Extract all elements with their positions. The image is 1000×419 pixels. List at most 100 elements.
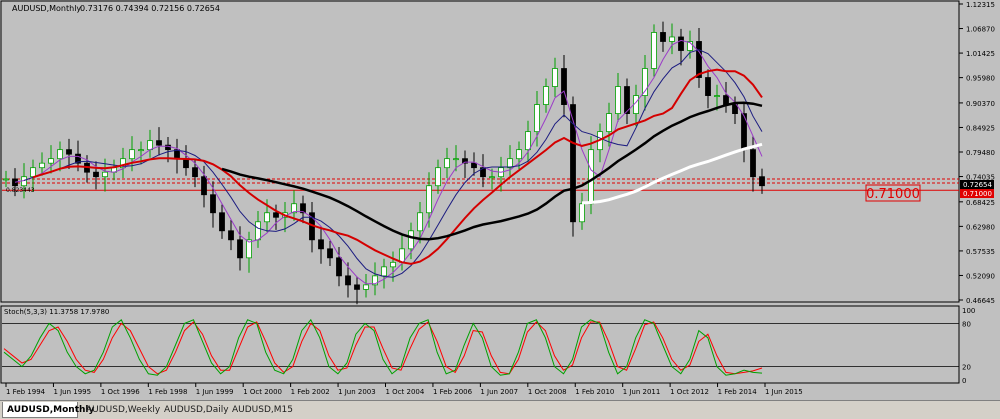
candle-body — [372, 275, 378, 286]
time-tick-label: 1 Feb 2010 — [575, 388, 614, 396]
candle-body — [201, 176, 207, 196]
time-tick-label: 1 Oct 2004 — [386, 388, 425, 396]
candle-body — [264, 212, 270, 223]
candle-body — [417, 212, 423, 232]
price-tick-label: 0.68425 — [966, 199, 995, 207]
chart-tab-bar: AUDUSD,Monthly AUDUSD,Weekly AUDUSD,Dail… — [0, 400, 1000, 419]
candle-body — [57, 149, 63, 160]
candle-body — [48, 158, 54, 164]
candle-body — [399, 248, 405, 263]
time-axis: 1 Feb 1994 1 Jun 1995 1 Oct 1996 1 Feb 1998… — [5, 383, 803, 396]
chart-canvas[interactable]: 1.12315 1.06870 1.01425 0.95980 0.90370 0.849… — [0, 0, 1000, 400]
candle-body — [687, 41, 693, 51]
candle-body — [714, 95, 720, 97]
stochastic-lines — [2, 318, 959, 376]
candle-body — [138, 149, 144, 152]
candle-body — [624, 86, 630, 114]
stochastic-tick-label: 80 — [962, 320, 971, 328]
time-tick-label: 1 Oct 2000 — [243, 388, 282, 396]
candle-body — [471, 162, 477, 169]
candle-body — [489, 176, 495, 179]
horizontal-levels — [2, 178, 959, 191]
candles — [3, 21, 765, 305]
time-tick-label: 1 Jun 2003 — [338, 388, 376, 396]
candle-body — [30, 167, 36, 178]
time-tick-label: 1 Feb 2002 — [291, 388, 330, 396]
current-price-tag — [960, 180, 994, 189]
candle-body — [291, 203, 297, 214]
candle-body — [534, 104, 540, 133]
candle-body — [480, 167, 486, 178]
candle-body — [552, 68, 558, 87]
candle-body — [426, 185, 432, 214]
time-tick-label: 1 Oct 1996 — [101, 388, 140, 396]
price-tick-label: 0.52090 — [966, 272, 995, 280]
candle-body — [660, 32, 666, 42]
ma-white-line — [581, 142, 763, 205]
time-tick-label: 1 Oct 2012 — [670, 388, 709, 396]
price-tick-label: 0.84925 — [966, 124, 995, 132]
candle-body — [669, 36, 675, 42]
candle-body — [606, 113, 612, 133]
candle-body — [579, 203, 585, 223]
candle-body — [318, 239, 324, 250]
candle-body — [210, 194, 216, 214]
price-box — [865, 184, 921, 202]
candle-body — [273, 212, 279, 218]
tab-audusd-monthly[interactable]: AUDUSD,Monthly — [2, 402, 94, 418]
candle-body — [615, 86, 621, 114]
price-tick-label: 1.06870 — [966, 26, 995, 34]
candle-body — [435, 167, 441, 187]
candle-body — [462, 158, 468, 164]
candle-body — [363, 284, 369, 290]
candle-body — [642, 68, 648, 96]
price-tick-label: 0.74035 — [966, 174, 995, 182]
candle-body — [12, 178, 18, 187]
candle-body — [732, 104, 738, 114]
candle-body — [246, 239, 252, 259]
stochastic-title: Stoch(5,3,3) 11.3758 17.9780 — [4, 308, 109, 316]
candle-body — [228, 230, 234, 241]
tab-audusd-weekly[interactable]: AUDUSD,Weekly — [86, 405, 161, 415]
price-tick-label: 0.62980 — [966, 223, 995, 231]
stochastic-tick-label: 100 — [962, 307, 975, 315]
candle-body — [723, 95, 729, 105]
left-price-label: 0.823443 — [6, 187, 35, 194]
candle-body — [759, 176, 765, 187]
candle-body — [120, 158, 126, 169]
candle-body — [255, 221, 261, 241]
price-panel-frame — [0, 0, 960, 303]
price-axis: 1.12315 1.06870 1.01425 0.95980 0.90370 0.849… — [959, 1, 995, 305]
candle-body — [525, 131, 531, 151]
time-tick-label: 1 Feb 1994 — [6, 388, 46, 396]
price-tick-label: 0.90370 — [966, 100, 995, 108]
time-tick-label: 1 Jun 1995 — [53, 388, 91, 396]
candle-body — [354, 284, 360, 290]
moving-averages — [14, 39, 763, 285]
candle-body — [408, 230, 414, 250]
level-price-tag — [960, 189, 994, 198]
stochastic-signal-line — [3, 321, 763, 375]
time-tick-label: 1 Feb 1998 — [148, 388, 187, 396]
stochastic-axis: 100 80 20 0 — [962, 307, 975, 385]
candle-body — [570, 104, 576, 223]
candle-body — [705, 77, 711, 96]
candle-body — [129, 149, 135, 160]
tab-audusd-daily[interactable]: AUDUSD,Daily — [164, 405, 229, 415]
time-tick-label: 1 Feb 2014 — [718, 388, 758, 396]
tab-audusd-m15[interactable]: AUDUSD,M15 — [232, 405, 293, 415]
stochastic-tick-label: 0 — [962, 377, 966, 385]
stochastic-tick-label: 20 — [962, 364, 971, 372]
candle-body — [3, 178, 9, 181]
candle-body — [336, 257, 342, 277]
candle-body — [147, 140, 153, 151]
stochastic-main-line — [3, 318, 763, 376]
candle-body — [345, 275, 351, 286]
price-tick-label: 0.46645 — [966, 297, 995, 305]
time-tick-label: 1 Jun 2015 — [765, 388, 803, 396]
candle-body — [39, 162, 45, 169]
candle-body — [507, 158, 513, 169]
candle-body — [381, 266, 387, 277]
stochastic-panel-frame — [0, 305, 960, 384]
candle-body — [300, 203, 306, 214]
